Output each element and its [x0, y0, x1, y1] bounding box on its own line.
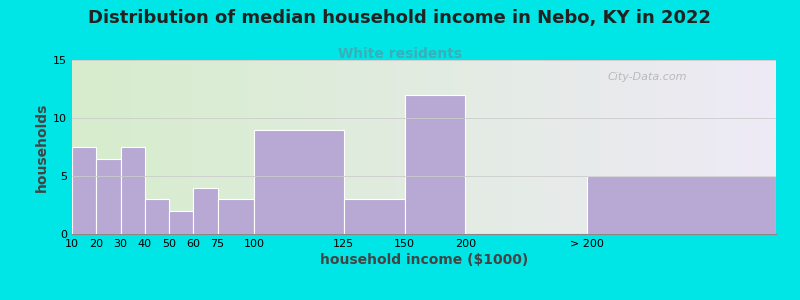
Bar — [145, 199, 169, 234]
Text: White residents: White residents — [338, 46, 462, 61]
Bar — [254, 130, 344, 234]
Y-axis label: households: households — [35, 102, 49, 192]
Bar — [344, 199, 405, 234]
Text: Distribution of median household income in Nebo, KY in 2022: Distribution of median household income … — [89, 9, 711, 27]
Bar — [586, 176, 776, 234]
Bar — [218, 199, 254, 234]
Bar — [169, 211, 194, 234]
X-axis label: household income ($1000): household income ($1000) — [320, 253, 528, 267]
Bar — [194, 188, 218, 234]
Text: City-Data.com: City-Data.com — [607, 72, 686, 82]
Bar — [96, 159, 121, 234]
Bar — [72, 147, 96, 234]
Bar — [121, 147, 145, 234]
Bar — [405, 95, 466, 234]
